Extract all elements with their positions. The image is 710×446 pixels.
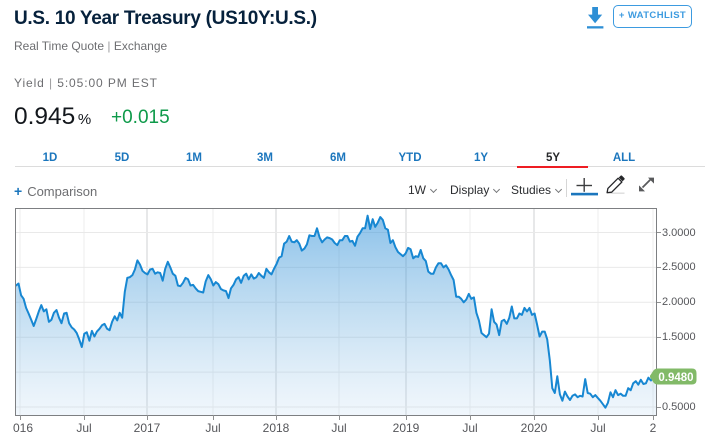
- svg-text:0.9480: 0.9480: [658, 372, 693, 384]
